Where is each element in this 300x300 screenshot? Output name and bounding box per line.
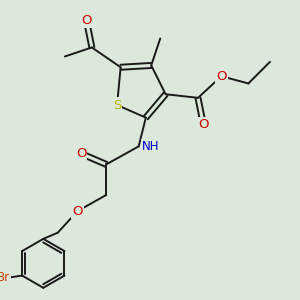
- Text: O: O: [76, 147, 86, 160]
- Text: Br: Br: [0, 271, 10, 284]
- Text: O: O: [198, 118, 208, 131]
- Text: O: O: [81, 14, 92, 27]
- Text: S: S: [113, 98, 121, 112]
- Text: NH: NH: [142, 140, 160, 153]
- Text: O: O: [72, 205, 83, 218]
- Text: O: O: [216, 70, 226, 83]
